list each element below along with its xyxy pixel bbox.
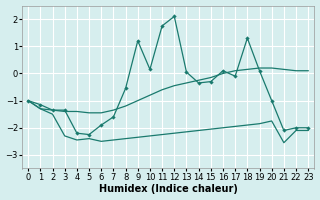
X-axis label: Humidex (Indice chaleur): Humidex (Indice chaleur): [99, 184, 238, 194]
